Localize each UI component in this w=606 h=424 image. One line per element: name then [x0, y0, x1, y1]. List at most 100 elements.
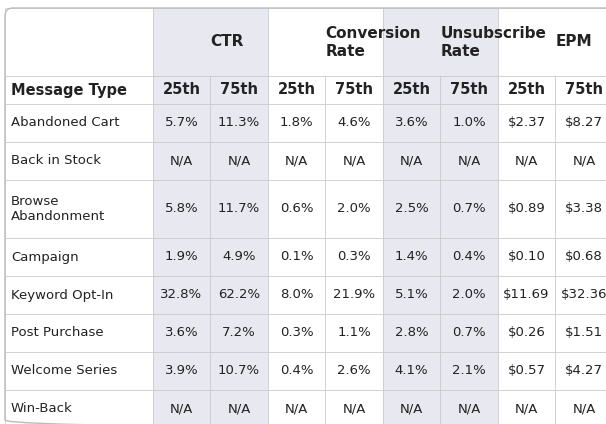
Text: Abandoned Cart: Abandoned Cart — [11, 117, 119, 129]
Text: 1.4%: 1.4% — [395, 251, 428, 263]
Bar — [498, 104, 555, 142]
Text: 5.8%: 5.8% — [165, 203, 198, 215]
Bar — [498, 238, 555, 276]
Bar — [440, 142, 498, 180]
Text: 7.2%: 7.2% — [222, 326, 256, 340]
Text: $1.51: $1.51 — [565, 326, 603, 340]
Bar — [498, 8, 606, 76]
Text: 0.3%: 0.3% — [337, 251, 371, 263]
Bar — [5, 238, 153, 276]
Text: 25th: 25th — [507, 83, 545, 98]
Text: 75th: 75th — [220, 83, 258, 98]
Bar — [383, 390, 440, 424]
Bar — [498, 180, 555, 238]
Bar — [325, 276, 383, 314]
Text: N/A: N/A — [572, 402, 596, 416]
Bar — [498, 142, 555, 180]
Bar — [325, 238, 383, 276]
Bar — [153, 314, 210, 352]
Text: 1.8%: 1.8% — [280, 117, 313, 129]
Bar — [383, 314, 440, 352]
Text: 0.6%: 0.6% — [280, 203, 313, 215]
Bar — [440, 180, 498, 238]
Text: 1.9%: 1.9% — [165, 251, 198, 263]
Bar — [153, 76, 210, 104]
Text: N/A: N/A — [227, 402, 251, 416]
Text: $0.57: $0.57 — [507, 365, 545, 377]
Bar — [5, 8, 153, 76]
Text: 0.4%: 0.4% — [452, 251, 486, 263]
Bar — [383, 104, 440, 142]
Text: 1.0%: 1.0% — [452, 117, 486, 129]
Text: N/A: N/A — [515, 402, 538, 416]
Bar — [325, 76, 383, 104]
Text: 75th: 75th — [335, 83, 373, 98]
Text: $0.26: $0.26 — [508, 326, 545, 340]
Text: N/A: N/A — [285, 402, 308, 416]
Text: N/A: N/A — [515, 154, 538, 167]
Text: 4.6%: 4.6% — [338, 117, 371, 129]
Bar — [555, 180, 606, 238]
Text: 2.5%: 2.5% — [395, 203, 428, 215]
Text: 0.4%: 0.4% — [280, 365, 313, 377]
Bar — [325, 390, 383, 424]
Text: $0.89: $0.89 — [508, 203, 545, 215]
Bar — [555, 314, 606, 352]
Bar — [210, 180, 268, 238]
Bar — [210, 238, 268, 276]
Bar — [153, 180, 210, 238]
Text: N/A: N/A — [342, 402, 365, 416]
Text: 3.6%: 3.6% — [395, 117, 428, 129]
Bar — [210, 314, 268, 352]
Bar — [440, 238, 498, 276]
Text: 0.7%: 0.7% — [452, 326, 486, 340]
Bar — [383, 76, 440, 104]
Text: N/A: N/A — [285, 154, 308, 167]
Bar — [325, 352, 383, 390]
Bar — [153, 276, 210, 314]
Bar — [153, 238, 210, 276]
Bar — [498, 390, 555, 424]
Text: N/A: N/A — [572, 154, 596, 167]
Bar — [383, 276, 440, 314]
Text: N/A: N/A — [170, 154, 193, 167]
Text: $8.27: $8.27 — [565, 117, 603, 129]
Text: N/A: N/A — [170, 402, 193, 416]
Text: $3.38: $3.38 — [565, 203, 603, 215]
Bar — [440, 314, 498, 352]
Bar — [440, 104, 498, 142]
Text: Back in Stock: Back in Stock — [11, 154, 101, 167]
Bar — [555, 76, 606, 104]
Bar — [268, 238, 325, 276]
Bar — [325, 104, 383, 142]
Bar — [5, 180, 153, 238]
Bar — [440, 276, 498, 314]
Bar — [210, 276, 268, 314]
Text: Message Type: Message Type — [11, 83, 127, 98]
Bar — [153, 352, 210, 390]
Text: 25th: 25th — [278, 83, 316, 98]
Bar — [325, 142, 383, 180]
Text: 2.6%: 2.6% — [337, 365, 371, 377]
Bar — [440, 352, 498, 390]
Text: 25th: 25th — [162, 83, 201, 98]
Bar — [498, 76, 555, 104]
Bar — [5, 390, 153, 424]
Bar — [153, 142, 210, 180]
Bar — [555, 352, 606, 390]
Text: N/A: N/A — [458, 402, 481, 416]
Bar — [383, 180, 440, 238]
Text: 10.7%: 10.7% — [218, 365, 260, 377]
Bar — [5, 76, 153, 104]
Bar — [325, 314, 383, 352]
Bar — [210, 104, 268, 142]
Bar — [383, 8, 498, 76]
Bar — [210, 76, 268, 104]
Text: 1.1%: 1.1% — [337, 326, 371, 340]
Text: 75th: 75th — [565, 83, 603, 98]
Text: 0.7%: 0.7% — [452, 203, 486, 215]
Bar — [5, 276, 153, 314]
Text: Browse
Abandonment: Browse Abandonment — [11, 195, 105, 223]
Bar — [498, 352, 555, 390]
Bar — [498, 276, 555, 314]
